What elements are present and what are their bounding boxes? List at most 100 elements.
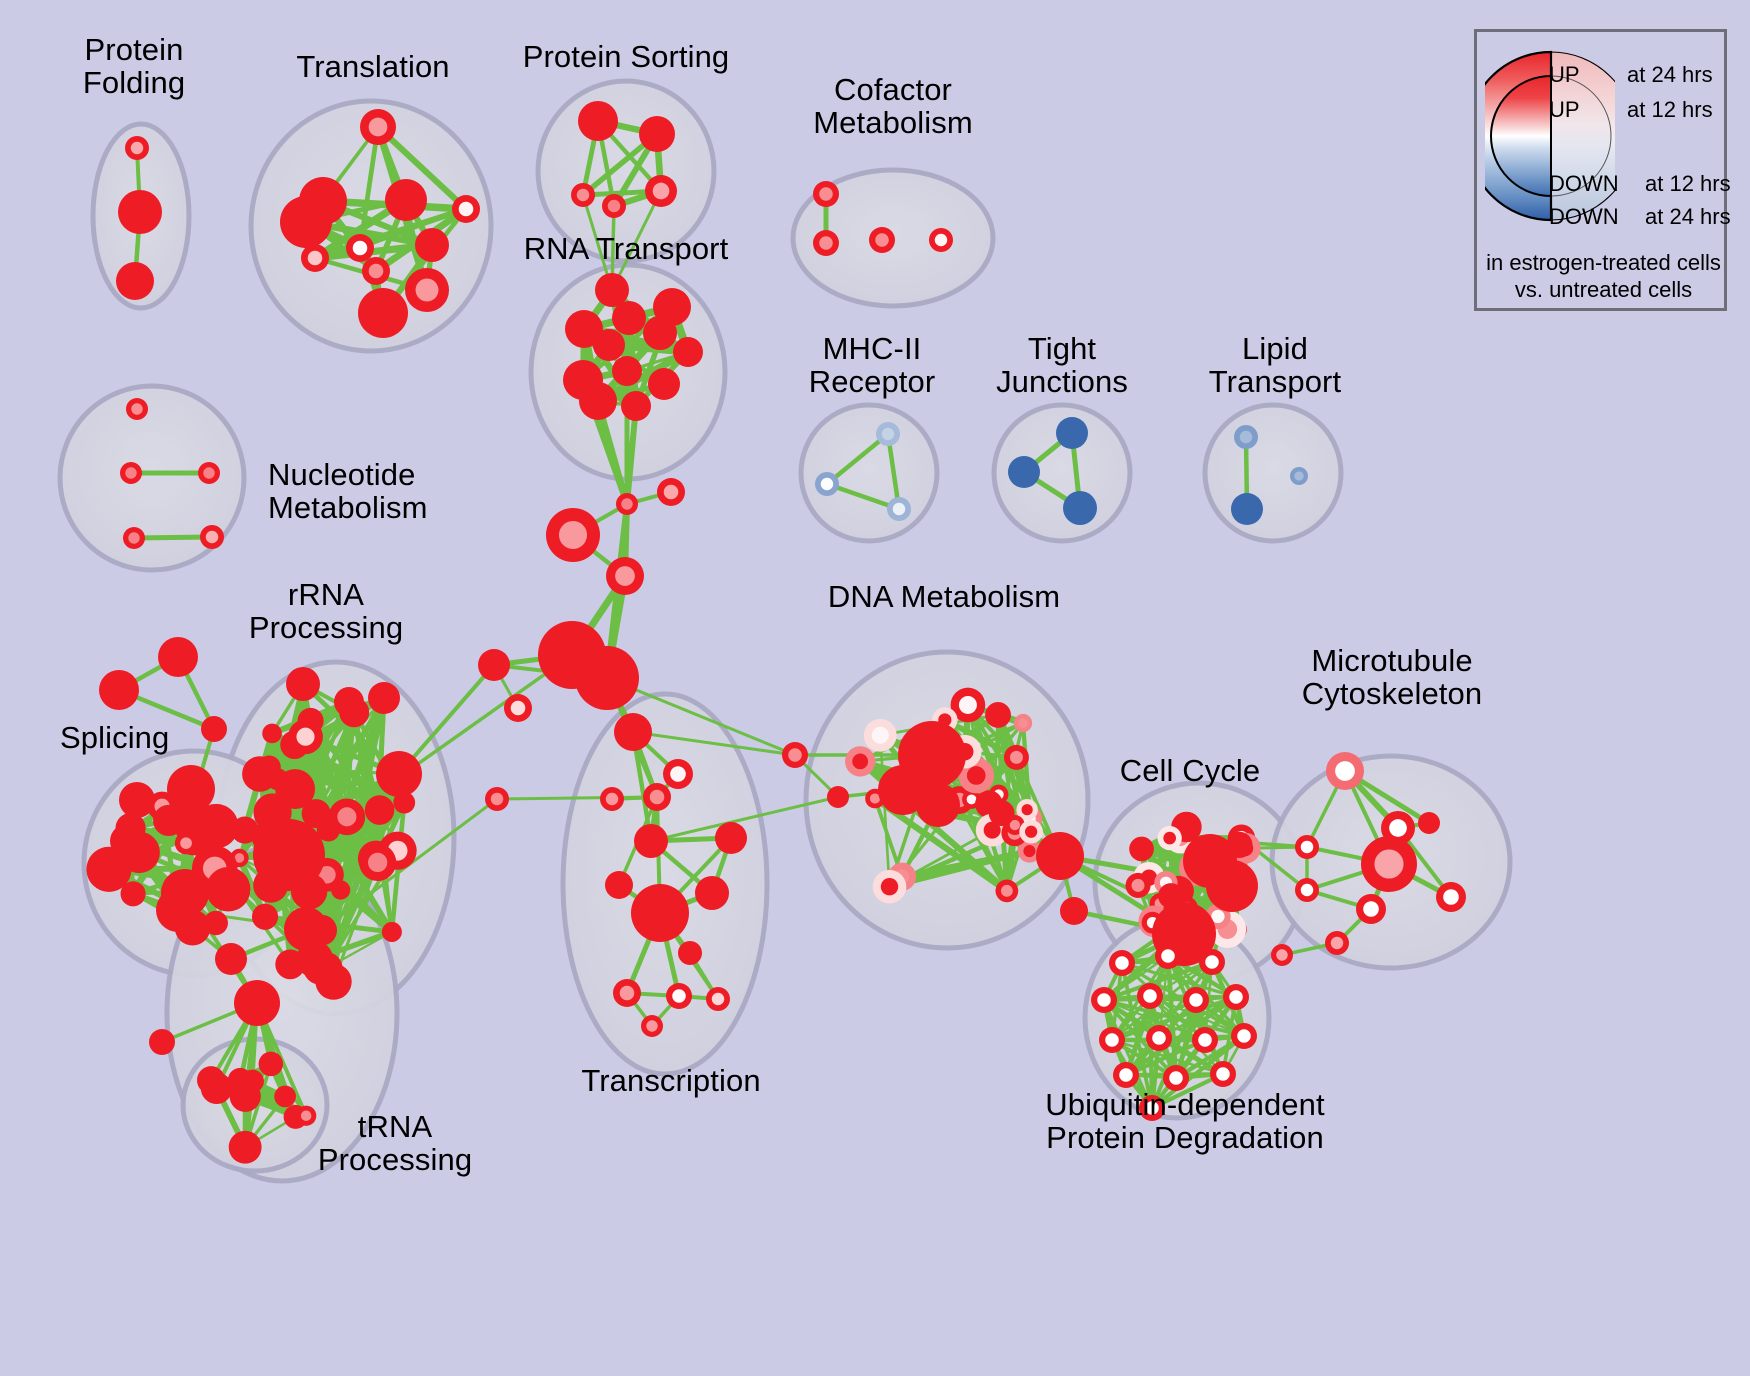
node-inner-core-12hr: [1024, 825, 1038, 838]
node-inner-core-12hr: [662, 297, 682, 317]
gene-node: [1231, 1023, 1257, 1049]
gene-node: [639, 116, 675, 152]
node-inner-core-12hr: [966, 794, 977, 805]
gene-node: [1139, 1095, 1165, 1121]
gene-node: [1436, 882, 1466, 912]
gene-node: [415, 228, 449, 262]
gene-node: [1157, 825, 1182, 851]
node-inner-core-12hr: [125, 467, 137, 479]
network-edge: [610, 189, 663, 292]
gene-node: [666, 983, 692, 1009]
node-inner-core-12hr: [203, 467, 215, 479]
gene-node: [678, 941, 702, 965]
node-inner-core-12hr: [216, 877, 240, 901]
node-inner-core-12hr: [294, 917, 318, 941]
node-inner-core-12hr: [574, 319, 594, 339]
gene-node: [1137, 983, 1163, 1009]
node-inner-core-12hr: [490, 792, 504, 806]
node-inner-core-12hr: [250, 764, 270, 784]
node-inner-core-12hr: [1152, 1031, 1166, 1045]
gene-node: [695, 876, 729, 910]
gene-node: [385, 179, 427, 221]
node-inner-core-12hr: [222, 950, 240, 968]
node-inner-core-12hr: [819, 187, 833, 201]
gene-node: [485, 787, 509, 811]
node-inner-core-12hr: [615, 566, 635, 586]
cluster-label-cofactor-metabolism: Cofactor Metabolism: [813, 72, 973, 141]
node-inner-core-12hr: [294, 675, 312, 693]
node-inner-core-12hr: [611, 877, 627, 893]
gene-node: [258, 1051, 284, 1077]
node-inner-core-12hr: [375, 689, 393, 707]
node-inner-core-12hr: [966, 766, 986, 785]
node-inner-core-12hr: [958, 695, 977, 714]
node-inner-core-12hr: [646, 1020, 658, 1032]
gene-node: [1290, 467, 1308, 485]
gene-node: [782, 742, 808, 768]
gene-node: [1125, 872, 1151, 898]
gene-node: [565, 310, 603, 348]
node-inner-core-12hr: [680, 344, 696, 360]
node-inner-core-12hr: [311, 958, 330, 977]
node-inner-core-12hr: [983, 821, 1001, 839]
gene-node: [571, 183, 595, 207]
gene-node: [452, 195, 480, 223]
gene-node: [815, 472, 839, 496]
gene-node: [227, 1067, 253, 1093]
gene-node: [988, 800, 1015, 827]
gene-node: [118, 190, 162, 234]
gene-node: [126, 398, 148, 420]
node-inner-core-12hr: [871, 726, 889, 744]
node-inner-core-12hr: [644, 897, 676, 929]
gene-node: [1056, 417, 1088, 449]
node-inner-core-12hr: [620, 309, 638, 327]
gene-node: [1113, 1062, 1139, 1088]
cluster-ellipse-nucleotide-metabolism: [57, 383, 247, 573]
node-inner-core-12hr: [128, 200, 152, 224]
gene-node: [813, 230, 839, 256]
gene-node: [286, 667, 320, 701]
node-inner-core-12hr: [296, 727, 315, 746]
gene-node: [1155, 943, 1181, 969]
node-inner-core-12hr: [172, 880, 198, 906]
gene-node: [174, 831, 198, 855]
node-inner-core-12hr: [1047, 843, 1073, 869]
gene-node: [715, 822, 747, 854]
node-inner-core-12hr: [233, 1073, 247, 1087]
gene-node: [1008, 456, 1040, 488]
node-inner-core-12hr: [237, 823, 252, 838]
gene-node: [301, 799, 331, 829]
gene-node: [167, 765, 215, 813]
network-edge: [649, 795, 840, 843]
gene-node: [1129, 836, 1154, 862]
node-inner-core-12hr: [1135, 842, 1148, 856]
gene-node: [205, 867, 251, 912]
network-edge: [965, 702, 1062, 858]
gene-node: [274, 1085, 296, 1108]
gene-node: [405, 268, 449, 312]
node-inner-core-12hr: [607, 199, 621, 213]
gene-node: [358, 288, 408, 338]
gene-node: [1099, 1027, 1125, 1053]
node-inner-core-12hr: [1216, 1067, 1230, 1081]
gene-node: [478, 649, 510, 681]
network-edge: [1124, 994, 1152, 1077]
node-inner-core-12hr: [869, 793, 881, 804]
node-inner-core-12hr: [605, 792, 619, 806]
network-edge: [311, 205, 470, 262]
gene-node: [1206, 860, 1258, 912]
gene-node: [648, 368, 680, 400]
node-inner-core-12hr: [300, 1110, 312, 1121]
node-inner-core-12hr: [820, 477, 834, 491]
gene-node: [1016, 798, 1038, 821]
node-inner-core-12hr: [368, 852, 388, 873]
node-inner-core-12hr: [368, 263, 384, 279]
network-edge: [1149, 1071, 1226, 1111]
gene-node: [504, 694, 532, 722]
node-inner-core-12hr: [603, 281, 621, 299]
network-edge: [885, 431, 902, 512]
legend-dir-1: UP: [1549, 97, 1580, 122]
node-inner-core-12hr: [1009, 819, 1021, 831]
cluster-label-rrna-processing: rRNA Processing: [248, 577, 404, 646]
